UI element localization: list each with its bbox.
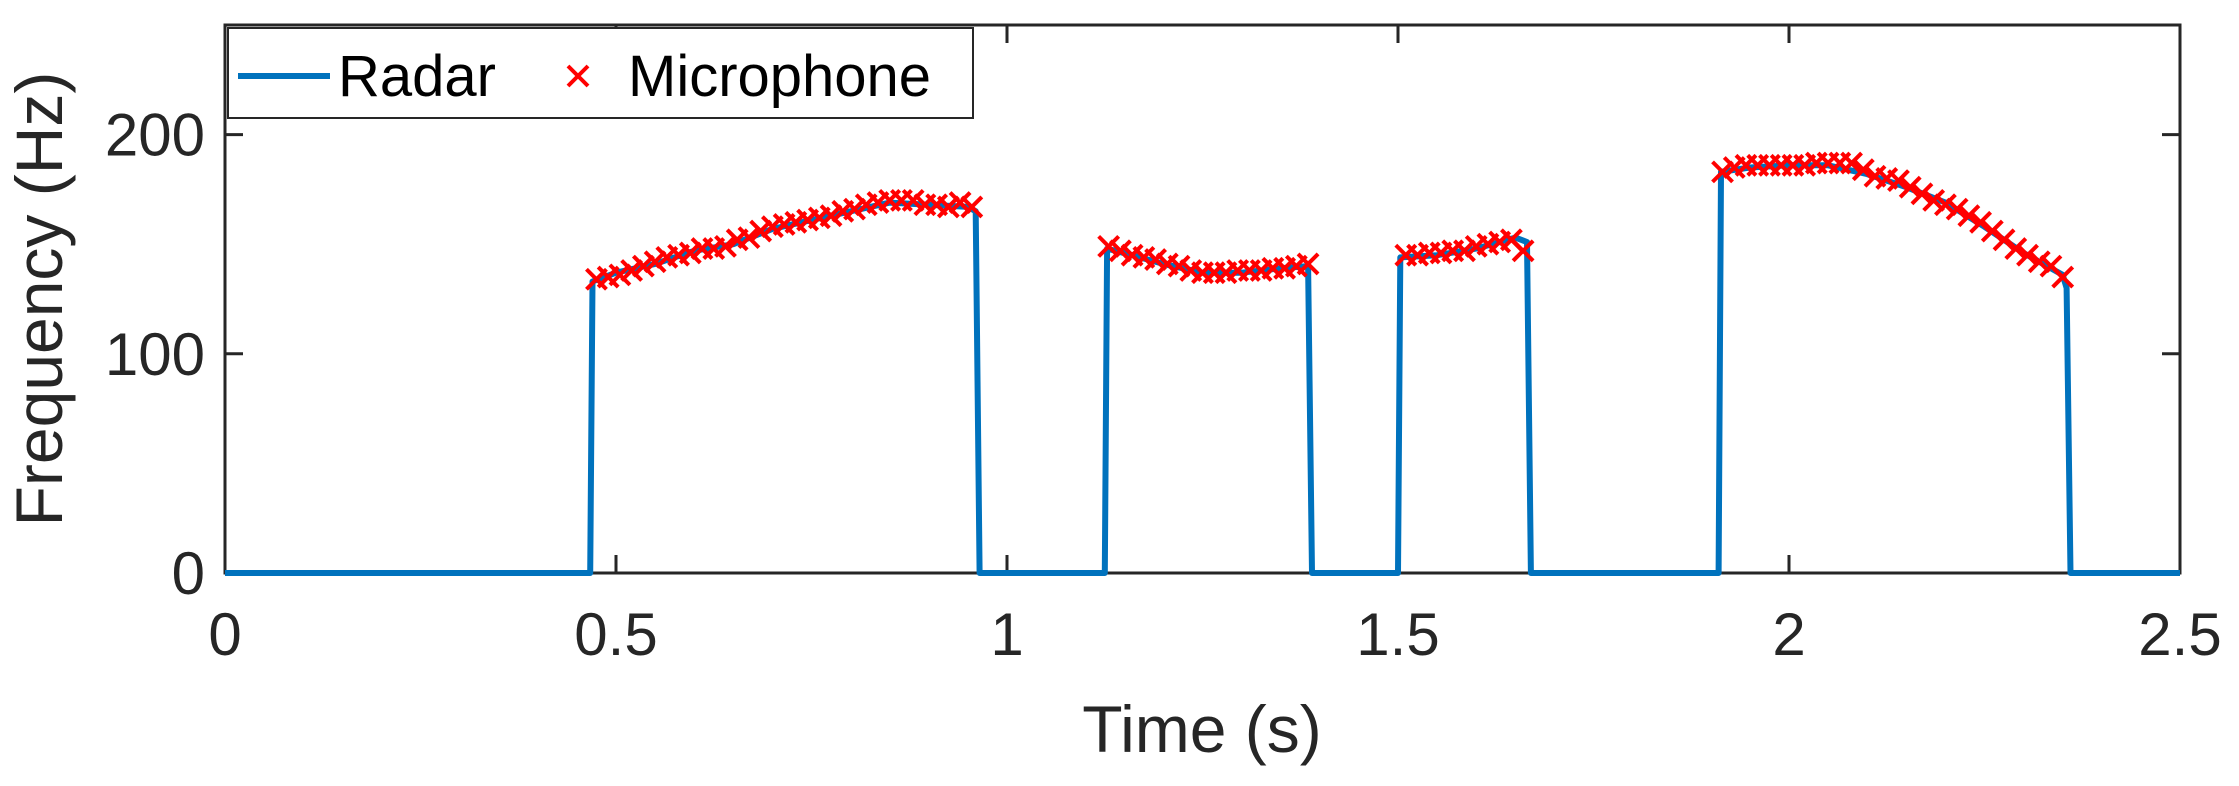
microphone-point <box>2051 265 2075 289</box>
x-tick-label: 2 <box>1772 601 1805 668</box>
x-axis-ticks: 0 0.5 1 1.5 2 2.5 <box>208 25 2222 668</box>
microphone-point <box>1992 228 2016 252</box>
microphone-point <box>2016 243 2039 267</box>
legend: Radar Microphone <box>227 27 974 119</box>
legend-radar-label: Radar <box>338 44 496 109</box>
y-axis-ticks: 0 100 200 <box>105 102 2180 607</box>
y-tick-label: 0 <box>172 540 205 607</box>
microphone-point <box>1957 204 1981 228</box>
microphone-point <box>1980 219 2004 243</box>
microphone-point <box>1511 239 1535 263</box>
microphone-point <box>2004 237 2028 260</box>
y-axis-title: Frequency (Hz) <box>2 72 76 527</box>
microphone-point <box>1945 197 1969 221</box>
y-tick-label: 200 <box>105 102 205 169</box>
legend-microphone-swatch <box>566 64 590 88</box>
x-tick-label: 1 <box>990 601 1023 668</box>
x-axis-title: Time (s) <box>1082 692 1322 766</box>
microphone-point <box>1887 169 1910 193</box>
plot-area <box>225 151 2180 576</box>
microphone-point <box>1898 175 1922 199</box>
microphone-point <box>1910 182 1934 206</box>
legend-microphone-label: Microphone <box>628 44 931 109</box>
microphone-point <box>960 195 984 219</box>
microphone-point <box>1840 151 1863 175</box>
x-tick-label: 1.5 <box>1356 601 1439 668</box>
x-tick-label: 0.5 <box>574 601 657 668</box>
microphone-point <box>1851 158 1875 182</box>
x-tick-label: 0 <box>208 601 241 668</box>
x-tick-label: 2.5 <box>2138 601 2221 668</box>
legend-box <box>227 27 974 119</box>
y-tick-label: 100 <box>105 321 205 388</box>
legend-microphone-marker <box>566 64 590 88</box>
microphone-point <box>737 226 761 250</box>
microphone-point <box>714 234 737 258</box>
microphone-point <box>1296 252 1320 276</box>
microphone-point <box>1969 210 1993 234</box>
